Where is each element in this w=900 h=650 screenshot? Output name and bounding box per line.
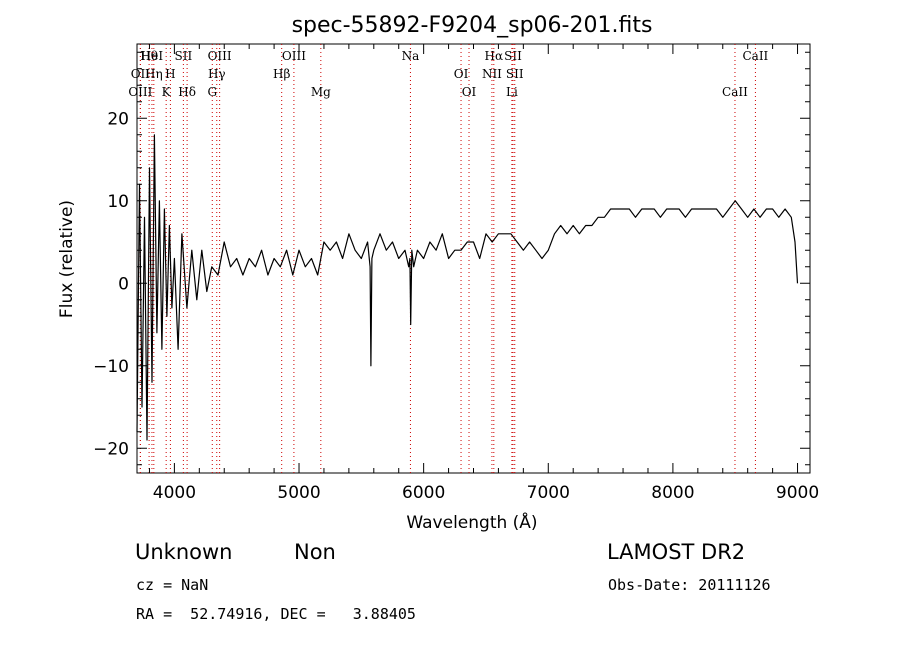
spectral-line-label: Hα [485, 49, 504, 63]
spectral-line-label: NII [482, 67, 502, 81]
coordinates-readout: RA = 52.74916, DEC = 3.88405 [136, 605, 416, 623]
spectral-line-label: Li [506, 85, 518, 99]
x-tick-label: 4000 [153, 483, 196, 503]
spectral-line-label: SII [504, 49, 522, 63]
plot-frame [136, 43, 811, 474]
survey-label: LAMOST DR2 [607, 540, 746, 564]
spectral-line-label: Hδ [178, 85, 196, 99]
y-axis-label: Flux (relative) [57, 200, 77, 318]
spectral-line-label: SII [506, 67, 524, 81]
spectral-line-label: Hβ [273, 67, 290, 81]
spectral-line-label: OI [454, 67, 469, 81]
y-tick-label: −10 [93, 357, 129, 377]
spectral-line-label: OIII [128, 85, 152, 99]
spectral-line-markers: HθOIIOIIIHeIHηKSIIHHδOIIIHγGOIIIHβMgNaOI… [128, 44, 769, 473]
chart-title: spec-55892-F9204_sp06-201.fits [292, 13, 653, 38]
y-tick-label: 10 [107, 192, 129, 212]
spectral-line-label: OIII [208, 49, 232, 63]
axis-ticks: 4000 5000 6000 7000 8000 9000 −20 −10 0 10 20 [93, 44, 819, 503]
x-tick-label: 5000 [277, 483, 320, 503]
spectral-line-label: CaII [722, 85, 748, 99]
spectral-line-label: OIII [282, 49, 306, 63]
spectral-line-label: HeI [141, 49, 164, 63]
x-tick-label: 8000 [651, 483, 694, 503]
spectral-line-label: Hη [145, 67, 163, 81]
y-tick-label: 0 [118, 274, 129, 294]
spectral-line-label: CaII [742, 49, 768, 63]
x-tick-label: 9000 [776, 483, 819, 503]
subclass-label: Non [294, 540, 336, 564]
spectrum-series [136, 134, 799, 441]
x-axis-label: Wavelength (Å) [406, 511, 537, 533]
spectrum-line [136, 134, 799, 441]
x-tick-label: 6000 [402, 483, 445, 503]
spectral-line-label: Na [402, 49, 420, 63]
x-tick-label: 7000 [527, 483, 570, 503]
redshift-readout: cz = NaN [136, 576, 209, 594]
spectral-line-label: K [162, 85, 172, 99]
y-tick-label: 20 [107, 109, 129, 129]
spectral-line-label: OI [462, 85, 477, 99]
class-label: Unknown [135, 540, 233, 564]
spectral-line-label: H [165, 67, 175, 81]
y-tick-label: −20 [93, 439, 129, 459]
obs-date-readout: Obs-Date: 20111126 [608, 576, 771, 594]
spectral-line-label: Mg [311, 85, 331, 99]
spectral-line-label: G [207, 85, 217, 99]
spectral-line-label: OII [131, 67, 151, 81]
spectral-line-label: SII [175, 49, 193, 63]
spectral-line-label: Hγ [208, 67, 226, 81]
